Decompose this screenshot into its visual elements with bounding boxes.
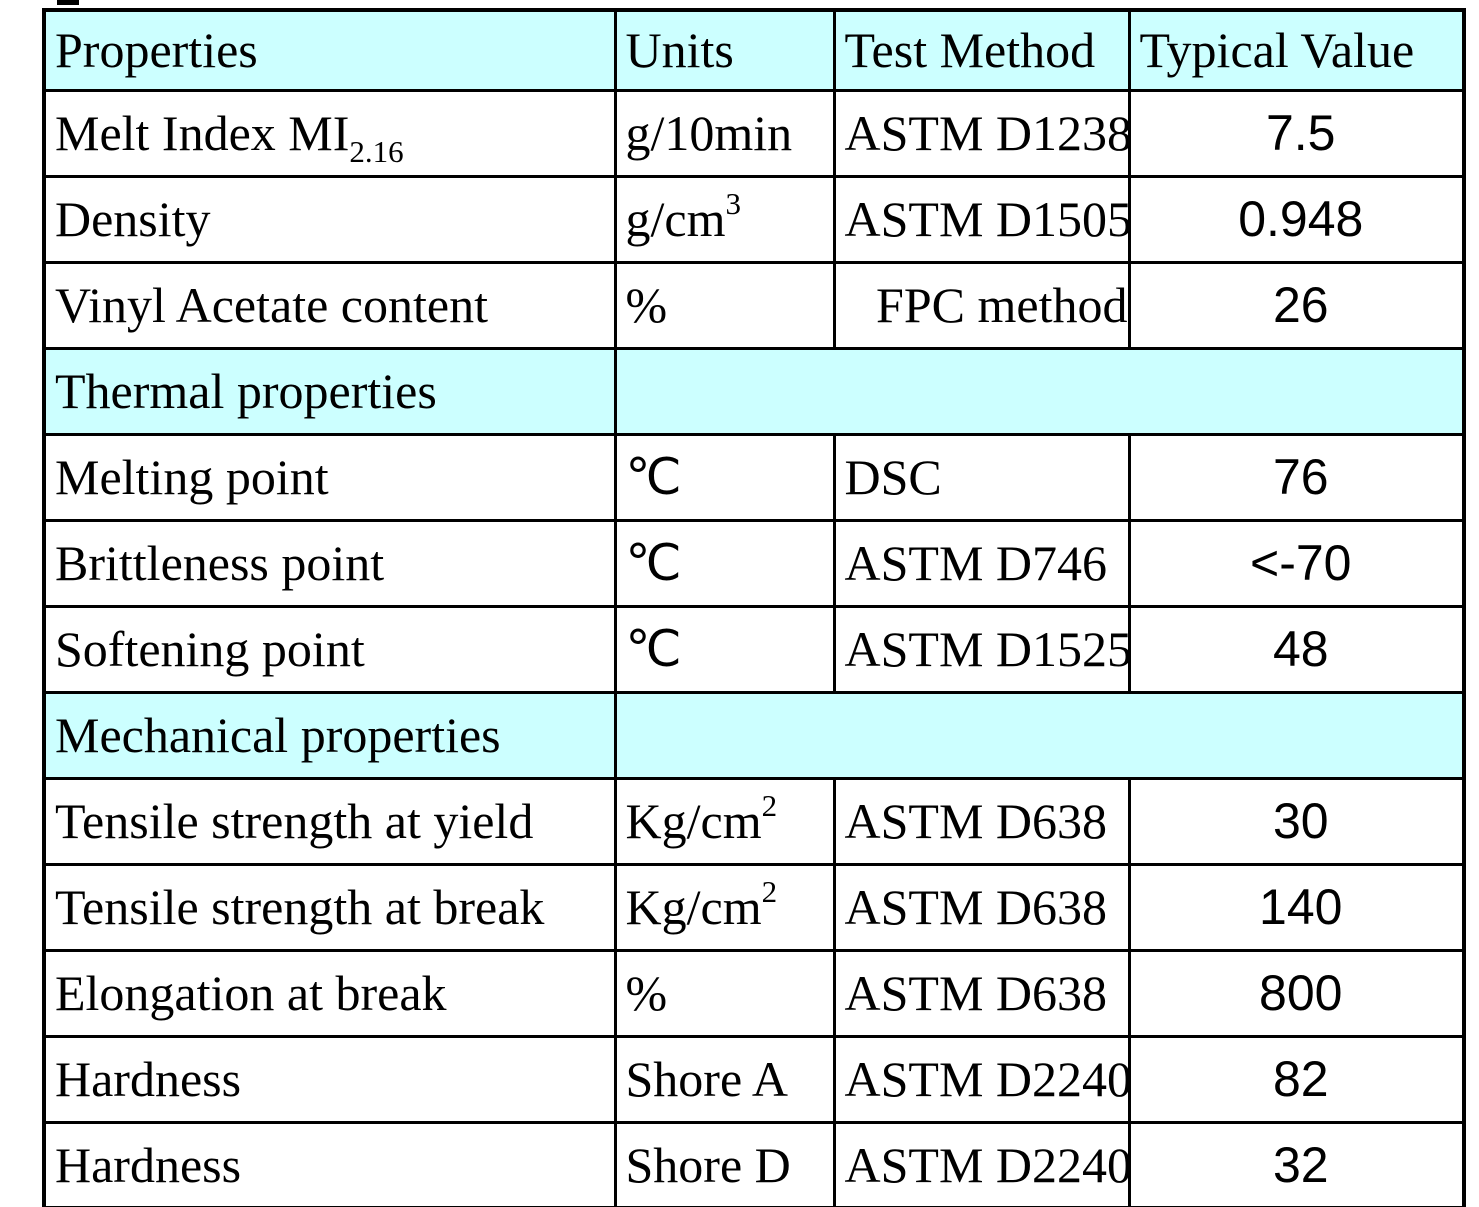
section-row-thermal: Thermal properties <box>42 346 1466 436</box>
unit-superscript: 2 <box>761 874 778 909</box>
table-row-softening-point: Softening point ℃ ASTM D1525 48 <box>42 604 1466 694</box>
unit-label: Kg/cm <box>625 793 762 849</box>
unit-cell: ℃ <box>613 432 836 522</box>
property-cell: Elongation at break <box>42 948 617 1038</box>
method-cell: FPC method <box>832 260 1131 350</box>
method-cell: ASTM D2240 <box>832 1120 1131 1207</box>
property-cell: Density <box>42 174 617 264</box>
table-row-vinyl-acetate: Vinyl Acetate content % FPC method 26 <box>42 260 1466 350</box>
property-cell: Tensile strength at break <box>42 862 617 952</box>
unit-label: g/cm <box>625 191 726 247</box>
unit-cell: % <box>613 260 836 350</box>
table-row-brittleness-point: Brittleness point ℃ ASTM D746 <-70 <box>42 518 1466 608</box>
property-cell: Softening point <box>42 604 617 694</box>
value-cell: 76 <box>1127 432 1466 522</box>
unit-cell: g/cm3 <box>613 174 836 264</box>
value-cell: 26 <box>1127 260 1466 350</box>
unit-label: Kg/cm <box>625 879 762 935</box>
column-header-properties: Properties <box>42 8 617 92</box>
section-header-cell: Thermal properties <box>42 346 617 436</box>
unit-cell: ℃ <box>613 518 836 608</box>
property-subscript: 2.16 <box>349 134 404 169</box>
header-row: Properties Units Test Method Typical Val… <box>42 8 1466 92</box>
section-row-mechanical: Mechanical properties <box>42 690 1466 780</box>
method-cell: ASTM D638 <box>832 948 1131 1038</box>
property-label: Melt Index MI <box>55 105 350 161</box>
table-row-melt-index: Melt Index MI2.16 g/10min ASTM D1238 7.5 <box>42 88 1466 178</box>
property-cell: Brittleness point <box>42 518 617 608</box>
method-cell: ASTM D1505 <box>832 174 1131 264</box>
table-row-tensile-yield: Tensile strength at yield Kg/cm2 ASTM D6… <box>42 776 1466 866</box>
method-cell: ASTM D2240 <box>832 1034 1131 1124</box>
section-header-cell: Mechanical properties <box>42 690 617 780</box>
unit-cell: Shore D <box>613 1120 836 1207</box>
column-header-test-method: Test Method <box>832 8 1131 92</box>
unit-cell: Kg/cm2 <box>613 776 836 866</box>
table-row-tensile-break: Tensile strength at break Kg/cm2 ASTM D6… <box>42 862 1466 952</box>
unit-superscript: 3 <box>725 186 741 221</box>
method-cell: ASTM D638 <box>832 862 1131 952</box>
value-cell: 48 <box>1127 604 1466 694</box>
section-header-spacer <box>613 690 1466 780</box>
table-row-density: Density g/cm3 ASTM D1505 0.948 <box>42 174 1466 264</box>
table-row-elongation: Elongation at break % ASTM D638 800 <box>42 948 1466 1038</box>
property-cell: Melt Index MI2.16 <box>42 88 617 178</box>
section-header-spacer <box>613 346 1466 436</box>
value-cell: 32 <box>1127 1120 1466 1207</box>
table-row-hardness-shore-a: Hardness Shore A ASTM D2240 82 <box>42 1034 1466 1124</box>
unit-superscript: 2 <box>761 788 778 823</box>
unit-cell: Shore A <box>613 1034 836 1124</box>
value-cell: 0.948 <box>1127 174 1466 264</box>
table-row-hardness-shore-d: Hardness Shore D ASTM D2240 32 <box>42 1120 1466 1207</box>
value-cell: <-70 <box>1127 518 1466 608</box>
column-header-units: Units <box>613 8 836 92</box>
value-cell: 800 <box>1127 948 1466 1038</box>
property-cell: Tensile strength at yield <box>42 776 617 866</box>
value-cell: 30 <box>1127 776 1466 866</box>
value-cell: 82 <box>1127 1034 1466 1124</box>
property-cell: Melting point <box>42 432 617 522</box>
value-cell: 7.5 <box>1127 88 1466 178</box>
unit-cell: Kg/cm2 <box>613 862 836 952</box>
unit-cell: % <box>613 948 836 1038</box>
unit-cell: ℃ <box>613 604 836 694</box>
table-row-melting-point: Melting point ℃ DSC 76 <box>42 432 1466 522</box>
method-cell: ASTM D746 <box>832 518 1131 608</box>
method-cell: ASTM D638 <box>832 776 1131 866</box>
value-cell: 140 <box>1127 862 1466 952</box>
property-cell: Hardness <box>42 1120 617 1207</box>
property-cell: Vinyl Acetate content <box>42 260 617 350</box>
cropped-text-fragment <box>57 0 79 5</box>
method-cell: ASTM D1525 <box>832 604 1131 694</box>
property-cell: Hardness <box>42 1034 617 1124</box>
method-cell: ASTM D1238 <box>832 88 1131 178</box>
column-header-typical-value: Typical Value <box>1127 8 1466 92</box>
unit-cell: g/10min <box>613 88 836 178</box>
method-cell: DSC <box>832 432 1131 522</box>
properties-table: Properties Units Test Method Typical Val… <box>42 8 1466 1207</box>
